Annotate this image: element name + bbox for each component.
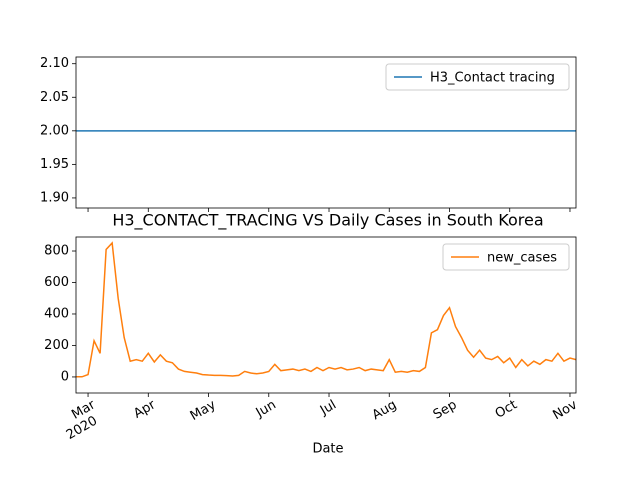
y-tick-label: 600 (44, 275, 69, 290)
y-tick-label: 0 (61, 369, 69, 384)
series-line (76, 241, 577, 378)
y-tick-label: 200 (44, 338, 69, 353)
axes-frame (75, 236, 577, 394)
y-tick-label: 1.90 (40, 190, 69, 205)
y-tick-label: 1.95 (40, 157, 69, 172)
legend-label: H3_Contact tracing (430, 71, 555, 86)
y-tick-label: 400 (44, 306, 69, 321)
legend-box (442, 243, 570, 271)
legend-label: new_cases (487, 251, 557, 266)
x-tick-label: Jul (317, 397, 339, 418)
y-tick-label: 2.00 (40, 123, 69, 138)
legend-box (385, 63, 570, 91)
chart-title: H3_CONTACT_TRACING VS Daily Cases in Sou… (112, 211, 543, 231)
y-tick-label: 2.05 (40, 90, 69, 105)
y-tick-label: 2.10 (40, 56, 69, 71)
x-axis-label: Date (312, 442, 343, 457)
axes-frame (75, 56, 577, 209)
y-tick-label: 800 (44, 244, 69, 259)
